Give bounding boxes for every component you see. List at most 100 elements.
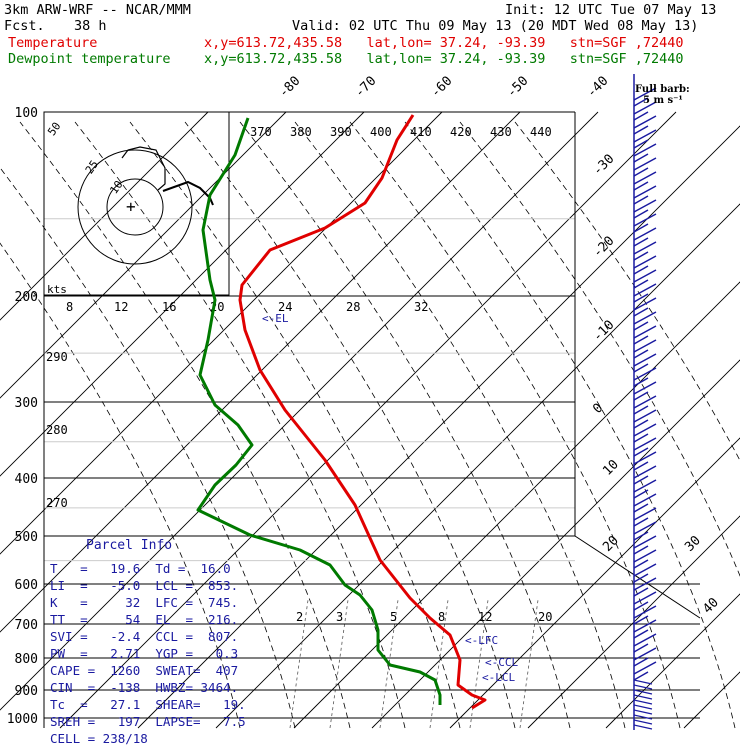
- wind-barb: [633, 349, 649, 359]
- wind-barb: [633, 363, 649, 373]
- wind-barb: [633, 395, 657, 409]
- wind-barb: [633, 489, 649, 499]
- isotherm-label: -50: [504, 74, 531, 101]
- wind-barb: [633, 657, 649, 667]
- wind-barb: [633, 227, 657, 241]
- wind-barb: [633, 237, 649, 247]
- wind-barb: [633, 241, 657, 255]
- parcel-info-table: T = 19.6 Td = 16.0 LI = -5.0 LCL = 853. K …: [50, 560, 246, 747]
- pressure-tick-label: 900: [15, 684, 38, 699]
- barb-legend-units: 5 m s⁻¹: [643, 95, 683, 106]
- wind-barb: [633, 405, 649, 415]
- shear-label: 24: [278, 300, 292, 314]
- parcel-info-row: K = 32 LFC = 745.: [50, 595, 239, 610]
- valid-time: Valid: 02 UTC Thu 09 May 13 (20 MDT Wed …: [292, 18, 699, 34]
- parcel-info-row: T = 19.6 Td = 16.0: [50, 561, 231, 576]
- pressure-tick-label: 600: [15, 578, 38, 593]
- dry-adiabat-line: [0, 167, 296, 729]
- dry-adiabat-line: [0, 242, 241, 729]
- wind-barb: [633, 391, 649, 401]
- isotherm-line: [527, 515, 740, 729]
- wind-barb: [633, 181, 649, 191]
- wind-barb: [633, 559, 649, 569]
- theta-lower-label: 270: [46, 496, 68, 510]
- wind-barb: [633, 423, 657, 437]
- isotherm-label: -80: [276, 74, 303, 101]
- isotherm-line: [0, 111, 521, 633]
- wind-barb: [633, 633, 657, 647]
- wind-barb: [633, 615, 649, 625]
- shear-label: 28: [346, 300, 360, 314]
- hodograph-trace: [162, 180, 214, 206]
- wind-barb: [633, 563, 657, 577]
- isotherm-line: [0, 111, 209, 321]
- wind-barb: [633, 87, 657, 101]
- wind-barb: [633, 297, 657, 311]
- wind-barb: [633, 629, 649, 639]
- mixing-ratio-label: 3: [336, 610, 343, 624]
- pressure-tick-label: 700: [15, 618, 38, 633]
- wind-barb-low: [633, 684, 653, 690]
- parcel-info-row: SREH = 197 LAPSE= 7.5: [50, 714, 246, 729]
- isotherm-label: 30: [682, 533, 704, 555]
- wind-barb: [633, 199, 657, 213]
- wind-barb: [633, 591, 657, 605]
- wind-barb: [633, 101, 657, 115]
- wind-barb: [633, 335, 649, 345]
- parcel-info-row: CELL = 238/18: [50, 731, 148, 746]
- wind-barb: [633, 643, 649, 653]
- wind-barb: [633, 157, 657, 171]
- wind-barb: [633, 521, 657, 535]
- shear-label: 8: [66, 300, 73, 314]
- theta-lower-label: 290: [46, 350, 68, 364]
- dry-adiabat-line: [349, 121, 681, 729]
- wind-barb-low: [633, 714, 653, 720]
- hodograph-unit-label: kts: [47, 283, 67, 296]
- pressure-tick-label: 1000: [7, 712, 38, 727]
- pressure-tick-label: 300: [15, 396, 38, 411]
- theta-lower-label: 280: [46, 423, 68, 437]
- wind-barb: [633, 647, 657, 661]
- isotherm-label: -40: [584, 74, 611, 101]
- isotherm-label: -70: [352, 74, 379, 101]
- wind-barb: [633, 195, 649, 205]
- isotherm-line: [0, 111, 599, 711]
- isotherm-label: -60: [428, 74, 455, 101]
- isotherm-line: [449, 437, 740, 729]
- wind-barb: [633, 661, 657, 675]
- wind-barbs: [633, 74, 657, 730]
- wind-barb: [633, 545, 649, 555]
- theta-label: 390: [330, 125, 352, 139]
- dry-adiabat-line: [514, 121, 740, 462]
- wind-barb: [633, 265, 649, 275]
- wind-barb-low: [633, 709, 653, 715]
- isotherm-line: [215, 203, 740, 729]
- isotherm-line: [137, 125, 740, 729]
- dry-adiabat-line: [239, 121, 571, 729]
- forecast-hour: 38 h: [74, 18, 107, 34]
- wind-barb-low: [633, 699, 653, 705]
- wind-barb: [633, 213, 657, 227]
- level-marker-el: <-EL: [262, 312, 289, 325]
- wind-barb: [633, 125, 649, 135]
- mixing-ratio-line: [519, 599, 539, 729]
- hodograph-ring-outer: [77, 149, 193, 265]
- hodograph-center-mark: +: [126, 197, 136, 216]
- wind-barb: [633, 283, 657, 297]
- wind-barb: [633, 531, 649, 541]
- wind-barb: [633, 269, 657, 283]
- wind-barb: [633, 171, 657, 185]
- shear-label: 12: [114, 300, 128, 314]
- theta-label: 410: [410, 125, 432, 139]
- hodograph-frame: [43, 111, 230, 296]
- isotherm-label: 10: [600, 457, 622, 479]
- wind-barb: [633, 321, 649, 331]
- wind-barb: [633, 115, 657, 129]
- isotherm-line: [59, 111, 677, 729]
- wind-barb-low: [633, 719, 653, 725]
- wind-barb: [633, 381, 657, 395]
- parcel-info-row: SVI = -2.4 CCL = 807.: [50, 629, 239, 644]
- wind-barb-low: [633, 704, 653, 710]
- mixing-ratio-label: 12: [478, 610, 492, 624]
